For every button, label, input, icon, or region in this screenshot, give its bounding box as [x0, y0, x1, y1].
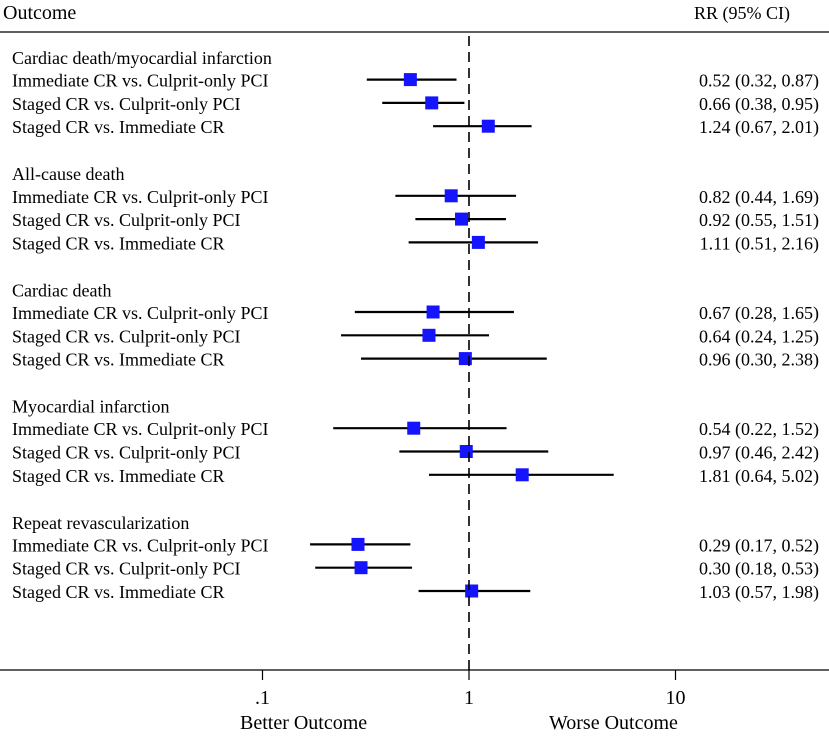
x-tick-label: 1 [464, 687, 474, 709]
row-label: Staged CR vs. Culprit-only PCI [12, 210, 241, 230]
better-outcome-label: Better Outcome [240, 712, 367, 734]
row-label: Staged CR vs. Culprit-only PCI [12, 326, 241, 346]
row-value: 0.67 (0.28, 1.65) [699, 303, 819, 324]
x-tick-label: .1 [255, 687, 270, 709]
point-estimate [351, 537, 365, 551]
row-value: 1.03 (0.57, 1.98) [699, 582, 819, 603]
group-title: Cardiac death [12, 280, 111, 300]
row-value: 0.92 (0.55, 1.51) [699, 210, 819, 231]
group-title: Myocardial infarction [12, 397, 169, 417]
row-value: 0.29 (0.17, 0.52) [699, 535, 819, 556]
group-title: Repeat revascularization [12, 513, 189, 533]
point-estimate [407, 421, 421, 435]
point-estimate [459, 445, 473, 458]
row-label: Immediate CR vs. Culprit-only PCI [12, 71, 269, 91]
row-value: 0.64 (0.24, 1.25) [699, 326, 819, 347]
row-label: Staged CR vs. Immediate CR [12, 582, 224, 602]
row-value: 1.11 (0.51, 2.16) [700, 233, 819, 254]
row-label: Staged CR vs. Immediate CR [12, 466, 224, 486]
row-value: 0.66 (0.38, 0.95) [699, 94, 819, 115]
point-estimate [481, 119, 495, 133]
row-label: Immediate CR vs. Culprit-only PCI [12, 419, 269, 439]
row-value: 0.96 (0.30, 2.38) [699, 350, 819, 371]
rows: Cardiac death/myocardial infarction Immed… [12, 48, 819, 603]
point-estimate [458, 352, 472, 366]
row-label: Immediate CR vs. Culprit-only PCI [12, 187, 269, 207]
point-estimate [465, 584, 479, 598]
group-title: All-cause death [12, 164, 124, 184]
group-title: Cardiac death/myocardial infarction [12, 48, 272, 68]
point-estimate [354, 561, 368, 575]
row-label: Staged CR vs. Culprit-only PCI [12, 94, 241, 114]
row-label: Staged CR vs. Culprit-only PCI [12, 443, 241, 463]
row-value: 0.30 (0.18, 0.53) [699, 559, 819, 580]
row-label: Immediate CR vs. Culprit-only PCI [12, 535, 269, 555]
point-estimate [515, 468, 529, 482]
x-tick-label: 10 [666, 687, 686, 709]
worse-outcome-label: Worse Outcome [549, 712, 678, 734]
row-value: 0.82 (0.44, 1.69) [699, 187, 819, 208]
point-estimate [426, 305, 440, 319]
point-estimate [403, 73, 417, 87]
point-estimate [422, 328, 436, 342]
header-rr-ci: RR (95% CI) [694, 3, 790, 24]
point-estimate [455, 212, 469, 226]
row-label: Staged CR vs. Immediate CR [12, 350, 224, 370]
row-label: Staged CR vs. Immediate CR [12, 117, 224, 137]
row-label: Staged CR vs. Culprit-only PCI [12, 559, 241, 579]
row-value: 1.81 (0.64, 5.02) [699, 466, 819, 487]
row-label: Immediate CR vs. Culprit-only PCI [12, 303, 269, 323]
row-value: 0.97 (0.46, 2.42) [699, 443, 819, 464]
point-estimate [444, 189, 458, 203]
row-value: 0.54 (0.22, 1.52) [699, 419, 819, 440]
x-ticks: .1 1 10 [255, 670, 686, 709]
point-estimate [471, 235, 485, 249]
header-outcome: Outcome [3, 2, 76, 24]
point-estimate [425, 96, 439, 110]
row-value: 0.52 (0.32, 0.87) [699, 71, 819, 92]
row-value: 1.24 (0.67, 2.01) [699, 117, 819, 138]
row-label: Staged CR vs. Immediate CR [12, 233, 224, 253]
